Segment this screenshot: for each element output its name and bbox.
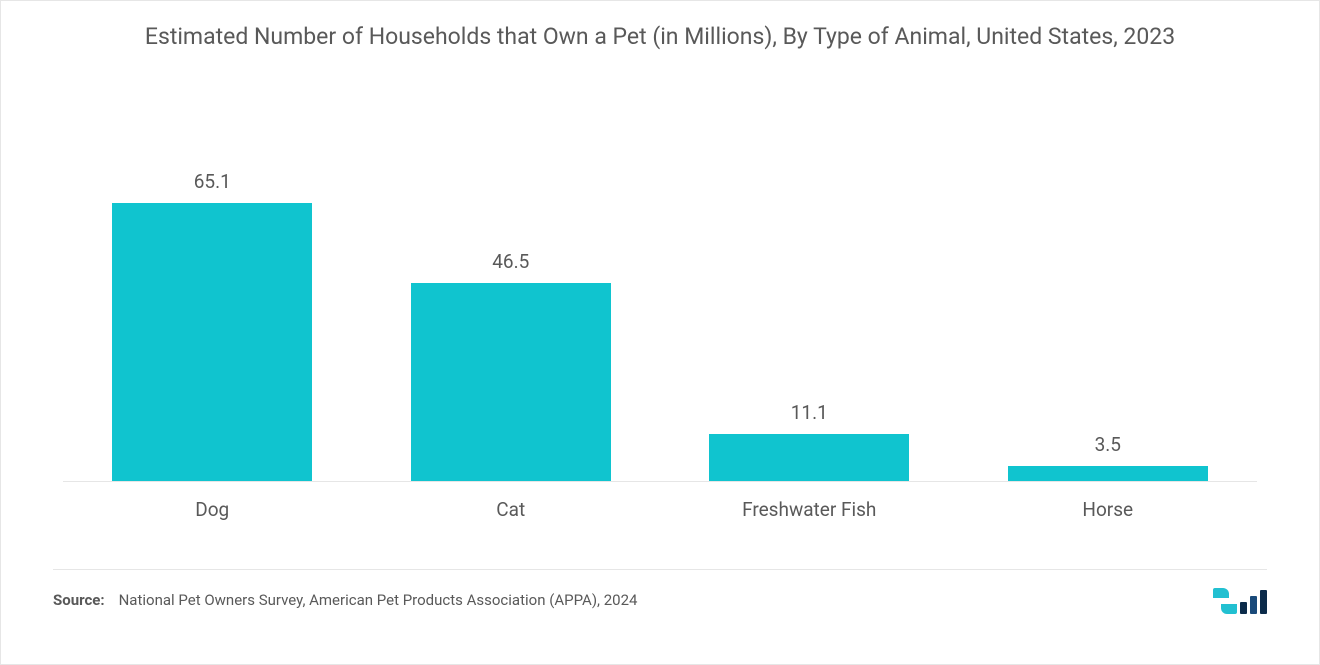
- chart-title: Estimated Number of Households that Own …: [110, 21, 1210, 52]
- x-axis-labels: Dog Cat Freshwater Fish Horse: [63, 498, 1257, 521]
- bar-value: 46.5: [492, 250, 529, 273]
- chart-plot-area: 65.1 46.5 11.1 3.5: [63, 92, 1257, 482]
- bar-col-fish: 11.1: [660, 92, 959, 481]
- bar: [112, 203, 312, 481]
- bar: [411, 283, 611, 481]
- bar-value: 65.1: [194, 170, 231, 193]
- bar-value: 3.5: [1095, 433, 1121, 456]
- chart-container: Estimated Number of Households that Own …: [0, 0, 1320, 665]
- bar-col-horse: 3.5: [959, 92, 1258, 481]
- x-label: Freshwater Fish: [660, 498, 959, 521]
- bar-col-cat: 46.5: [362, 92, 661, 481]
- source-text: National Pet Owners Survey, American Pet…: [119, 591, 638, 609]
- bar: [1008, 466, 1208, 481]
- bars-row: 65.1 46.5 11.1 3.5: [63, 92, 1257, 481]
- bar-col-dog: 65.1: [63, 92, 362, 481]
- x-label: Dog: [63, 498, 362, 521]
- bar: [709, 434, 909, 481]
- brand-logo-icon: [1213, 586, 1267, 614]
- bar-value: 11.1: [791, 401, 828, 424]
- x-label: Cat: [362, 498, 661, 521]
- x-label: Horse: [959, 498, 1258, 521]
- source-label: Source:: [53, 591, 105, 609]
- chart-footer: Source: National Pet Owners Survey, Amer…: [53, 569, 1267, 614]
